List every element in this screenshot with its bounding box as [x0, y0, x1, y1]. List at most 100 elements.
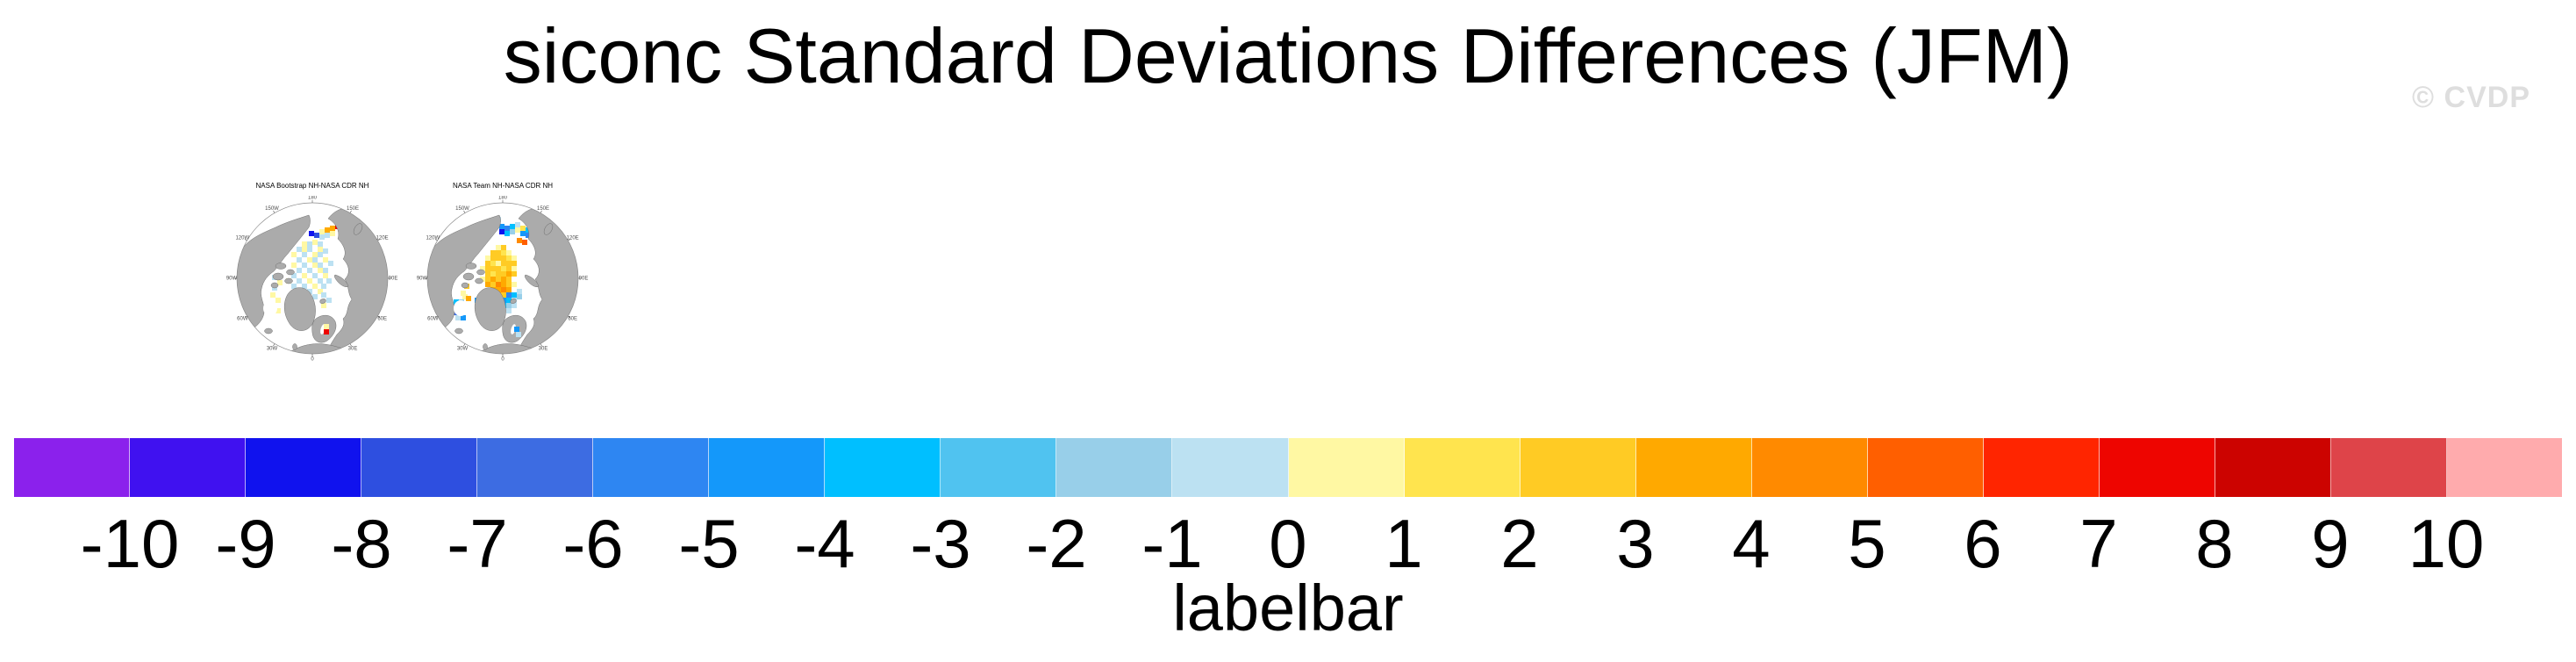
map-grid-cell	[512, 303, 517, 308]
map-grid-cell	[515, 222, 520, 227]
map-lon-label: 60W	[427, 317, 439, 322]
map-grid-cell	[318, 252, 323, 257]
map-grid-cell	[490, 250, 496, 255]
map-grid-cell	[330, 231, 335, 236]
map-grid-cell	[318, 247, 323, 252]
map-grid-cell	[520, 226, 526, 231]
map-island	[461, 282, 469, 289]
map-lon-tick	[568, 239, 571, 241]
map-grid-cell	[321, 292, 326, 298]
map-lon-tick	[349, 343, 352, 347]
map-grid-cell	[490, 282, 496, 287]
map-lon-tick	[568, 315, 571, 318]
map-grid-cell	[302, 241, 307, 247]
map-grid-cell	[324, 329, 329, 335]
map-island	[270, 282, 279, 289]
map-grid-cell	[510, 224, 515, 229]
map-grid-cell	[312, 294, 318, 299]
map-grid-cell	[319, 234, 325, 240]
map-lon-label: 30W	[267, 346, 278, 351]
map-grid-cell	[517, 289, 522, 294]
map-grid-cell	[312, 240, 318, 245]
map-island	[319, 299, 326, 304]
colorbar-tick-label: -2	[1026, 505, 1087, 582]
colorbar-tick-label: 3	[1616, 505, 1655, 582]
colorbar-tick-label: 7	[2079, 505, 2118, 582]
map-lon-tick	[540, 343, 542, 347]
colorbar-segment	[2099, 438, 2215, 497]
map-grid-cell	[501, 287, 506, 292]
map-grid-cell	[501, 271, 506, 277]
colorbar-tick-label: 5	[1848, 505, 1886, 582]
map-grid-cell	[275, 308, 281, 313]
colorbar-segment	[709, 438, 826, 497]
map-grid-cell	[499, 229, 504, 234]
colorbar-tick-labels: -10 -9 -8 -7 -6 -5 -4 -3 -2 -1 0 1 2 3 4 5 6 7 8 9 10	[72, 509, 2504, 578]
colorbar-tick-label: -3	[910, 505, 971, 582]
colorbar-tick-label: -6	[562, 505, 624, 582]
map-hudson-bay	[454, 300, 468, 316]
map-lon-label: 60E	[377, 317, 387, 322]
map-grid-cell	[506, 266, 512, 271]
colorbar-segment	[130, 438, 247, 497]
map-lon-label: 120E	[567, 236, 579, 241]
colorbar	[14, 438, 2563, 497]
map-grid-cell	[506, 255, 512, 261]
colorbar-tick-label: 9	[2311, 505, 2350, 582]
map-lon-label: 0	[501, 357, 504, 363]
map-grid-cell	[512, 266, 517, 271]
map-grid-cell	[490, 255, 496, 261]
map-land	[474, 287, 506, 331]
map-grid-cell	[506, 250, 512, 255]
map-grid-cell	[270, 292, 275, 298]
map-grid-cell	[490, 277, 496, 282]
colorbar-segment	[2330, 438, 2447, 497]
map-grid-cell	[323, 268, 328, 273]
colorbar-tick-label: -10	[80, 505, 180, 582]
map-lon-tick	[463, 343, 466, 347]
map-grid-cell	[318, 268, 323, 273]
map-grid-cell	[485, 261, 490, 266]
map-grid-cell	[506, 287, 512, 292]
map-grid-cell	[319, 229, 325, 234]
colorbar-tick-label: 6	[1964, 505, 2002, 582]
map-island	[454, 327, 463, 335]
map-grid-cell	[514, 327, 519, 332]
colorbar-tick-label: 0	[1269, 505, 1307, 582]
map-grid-cell	[490, 261, 496, 266]
map-island	[510, 299, 517, 304]
map-grid-cell	[496, 245, 501, 250]
map-lon-label: 120E	[376, 236, 389, 241]
map-grid-cell	[512, 282, 517, 287]
map-grid-cell	[312, 257, 318, 263]
map-grid-cell	[323, 257, 328, 263]
map-grid-cell	[307, 278, 312, 284]
map-grid-cell	[307, 268, 312, 273]
map-lon-label: 90E	[579, 277, 589, 282]
map-grid-cell	[506, 282, 512, 287]
map-grid-cell	[496, 266, 501, 271]
map-lon-tick	[377, 239, 381, 241]
map-panel-title: NASA Team NH-NASA CDR NH	[452, 182, 554, 190]
map-grid-cell	[517, 294, 522, 299]
map-land	[283, 287, 316, 331]
map-grid-cell	[297, 257, 302, 263]
map-grid-cell	[522, 240, 527, 245]
map-grid-cell	[302, 273, 307, 278]
map-grid-cell	[297, 247, 302, 252]
map-lon-label: 120W	[235, 236, 249, 241]
map-grid-cell	[501, 255, 506, 261]
map-grid-cell	[506, 271, 512, 277]
colorbar-segment	[1172, 438, 1289, 497]
map-grid-cell	[321, 284, 326, 289]
map-grid-cell	[291, 284, 297, 289]
map-grid-cell	[326, 278, 332, 284]
map-land	[237, 214, 311, 330]
map-island	[286, 269, 295, 276]
map-grid-cell	[302, 263, 307, 268]
map-grid-cell	[307, 257, 312, 263]
map-grid-cell	[501, 277, 506, 282]
map-grid-cell	[496, 287, 501, 292]
map-grid-cell	[455, 315, 461, 320]
colorbar-segment	[593, 438, 710, 497]
